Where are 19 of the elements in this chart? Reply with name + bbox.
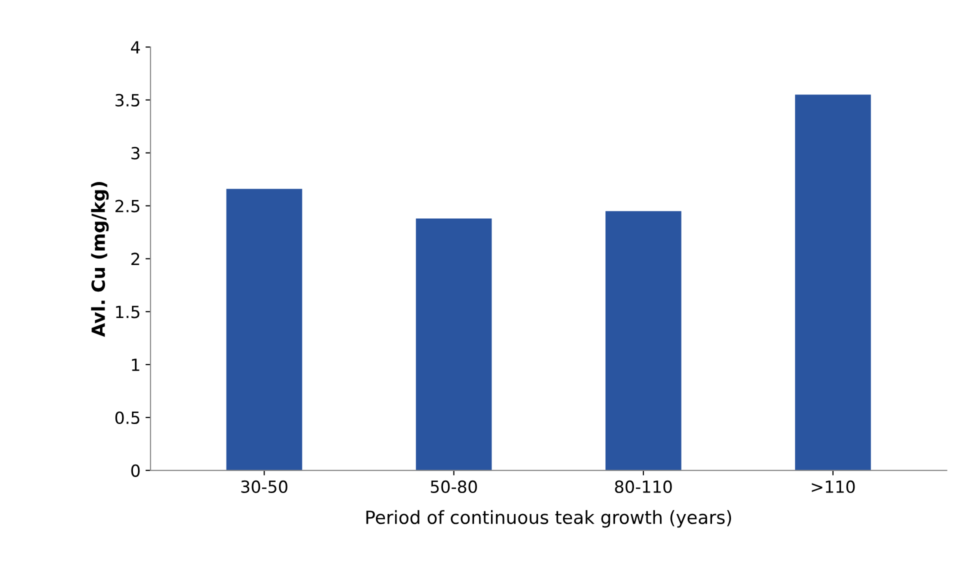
y-tick-label: 4: [130, 41, 140, 54]
x-tick-label: 50-80: [430, 480, 477, 494]
y-tick-label: 2: [131, 252, 140, 266]
y-tick-label: 2.5: [116, 200, 140, 212]
x-axis-title: Period of continuous teak growth (years): [366, 510, 732, 528]
bar: [226, 188, 302, 470]
bar: [416, 218, 492, 470]
y-axis-title: Avl. Cu (mg/kg): [91, 182, 109, 337]
bar: [795, 94, 871, 470]
x-tick-label: >110: [812, 480, 855, 494]
x-tick-label: 30-50: [241, 480, 288, 494]
y-tick-label: 0: [131, 464, 140, 477]
y-tick-label: 3.5: [116, 94, 140, 107]
y-tick-label: 0.5: [115, 411, 140, 424]
x-tick-label: 80-110: [615, 480, 672, 494]
bar: [605, 211, 682, 470]
y-tick-label: 1.5: [116, 306, 140, 318]
y-tick-label: 3: [131, 146, 140, 160]
y-tick-label: 1: [132, 358, 140, 371]
